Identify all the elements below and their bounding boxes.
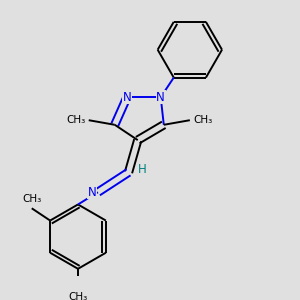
Text: N: N <box>88 186 96 199</box>
Text: N: N <box>156 91 165 104</box>
Text: H: H <box>138 163 147 176</box>
Text: CH₃: CH₃ <box>193 115 212 125</box>
Text: CH₃: CH₃ <box>22 194 41 204</box>
Text: N: N <box>123 91 131 104</box>
Text: CH₃: CH₃ <box>68 292 88 300</box>
Text: CH₃: CH₃ <box>66 115 86 125</box>
